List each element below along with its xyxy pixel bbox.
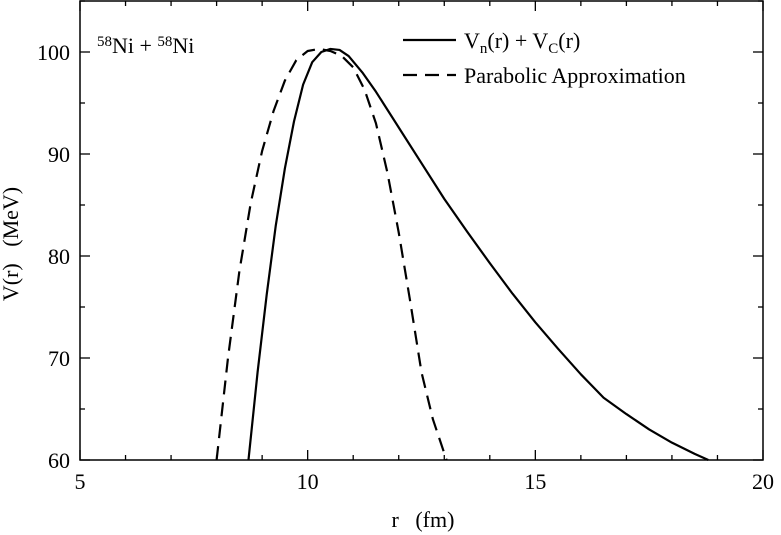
plot-frame bbox=[79, 0, 764, 461]
plot-curves bbox=[215, 47, 709, 462]
legend: Vn(r) + VC(r) Parabolic Approximation bbox=[403, 28, 686, 88]
x-ticks bbox=[79, 1, 764, 460]
legend-label-vn_vc: Vn(r) + VC(r) bbox=[464, 28, 580, 57]
legend-label-parabolic: Parabolic Approximation bbox=[464, 63, 686, 88]
x-tick-label-20: 20 bbox=[752, 469, 774, 494]
legend-label-vn_vc-part-2: (r) + V bbox=[487, 28, 548, 53]
reaction-annotation-part-3: Ni bbox=[172, 33, 194, 58]
y-tick-label-60: 60 bbox=[48, 448, 70, 473]
y-tick-label-90: 90 bbox=[48, 142, 70, 167]
x-tick-label-10: 10 bbox=[297, 469, 319, 494]
reaction-annotation-part-0: 58 bbox=[97, 34, 112, 50]
x-tick-label-5: 5 bbox=[75, 469, 86, 494]
x-tick-label-15: 15 bbox=[524, 469, 546, 494]
y-tick-label-70: 70 bbox=[48, 346, 70, 371]
legend-label-vn_vc-part-4: (r) bbox=[558, 28, 580, 53]
y-tick-label-100: 100 bbox=[37, 40, 70, 65]
x-tick-labels: 5 10 15 20 bbox=[75, 469, 775, 494]
legend-label-vn_vc-part-1: n bbox=[480, 41, 488, 57]
series-line-vn_vc bbox=[247, 47, 709, 462]
reaction-annotation: 58Ni + 58Ni bbox=[97, 33, 194, 58]
y-ticks bbox=[80, 0, 763, 461]
legend-label-parabolic-part-0: Parabolic Approximation bbox=[464, 63, 686, 88]
reaction-annotation-part-2: 58 bbox=[157, 34, 172, 50]
legend-label-vn_vc-part-3: C bbox=[548, 41, 558, 57]
reaction-annotation-part-1: Ni + bbox=[112, 33, 157, 58]
y-axis-title: V(r) (MeV) bbox=[0, 187, 23, 301]
y-tick-labels: 60 70 80 90 100 bbox=[37, 40, 70, 473]
series-line-parabolic bbox=[215, 47, 448, 461]
x-axis-title: r (fm) bbox=[392, 507, 455, 532]
y-tick-label-80: 80 bbox=[48, 244, 70, 269]
legend-label-vn_vc-part-0: V bbox=[464, 28, 480, 53]
